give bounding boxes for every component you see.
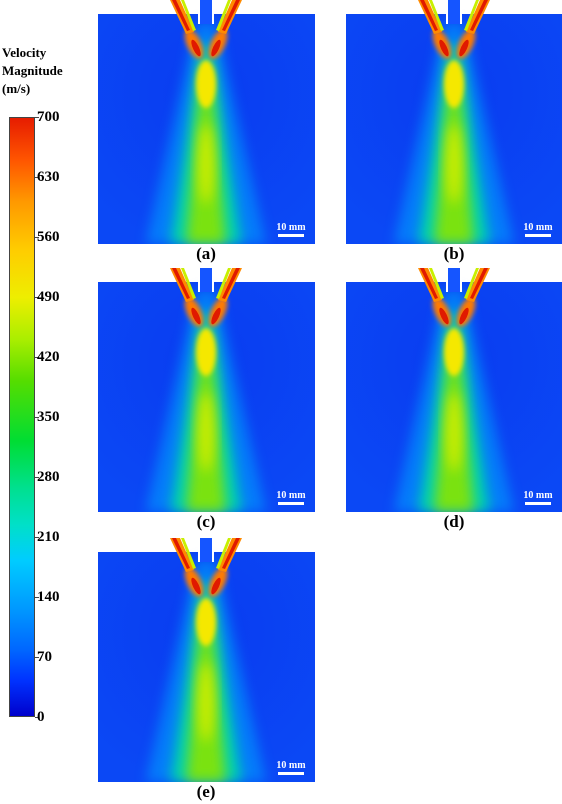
colorbar-title: Velocity Magnitude (m/s) bbox=[2, 44, 74, 98]
panel-d bbox=[346, 268, 562, 512]
colorbar-tick-mark bbox=[35, 117, 39, 118]
scale-bar-b-text: 10 mm bbox=[523, 222, 553, 233]
colorbar-tick-mark bbox=[35, 657, 39, 658]
colorbar-tick-mark bbox=[35, 357, 39, 358]
colorbar-tick-mark bbox=[35, 237, 39, 238]
scale-bar-e: 10 mm bbox=[271, 760, 311, 775]
velocity-contour-e bbox=[98, 538, 315, 782]
panel-label-c: (c) bbox=[196, 512, 216, 531]
colorbar-tick-mark bbox=[35, 537, 39, 538]
colorbar-tick-mark bbox=[35, 477, 39, 478]
panel-a bbox=[98, 0, 315, 244]
colorbar-tick-label: 350 bbox=[37, 409, 60, 425]
panel-label-d: (d) bbox=[443, 512, 465, 531]
scale-bar-d-text: 10 mm bbox=[523, 490, 553, 501]
panel-c bbox=[98, 268, 315, 512]
scale-bar-e-text: 10 mm bbox=[276, 760, 306, 771]
colorbar-tick-label: 700 bbox=[37, 109, 60, 125]
colorbar-tick-label: 210 bbox=[37, 529, 60, 545]
colorbar-title-line-1: Velocity bbox=[2, 45, 47, 60]
colorbar-gradient bbox=[9, 117, 35, 717]
scale-bar-a: 10 mm bbox=[271, 222, 311, 237]
velocity-contour-a bbox=[98, 0, 315, 244]
scale-bar-d: 10 mm bbox=[518, 490, 558, 505]
colorbar-tick-label: 280 bbox=[37, 469, 60, 485]
colorbar-tick-label: 490 bbox=[37, 289, 60, 305]
velocity-contour-b bbox=[346, 0, 562, 244]
colorbar-tick-mark bbox=[35, 597, 39, 598]
colorbar-tick-label: 420 bbox=[37, 349, 60, 365]
scale-bar-a-text: 10 mm bbox=[276, 222, 306, 233]
colorbar-tick-mark bbox=[35, 297, 39, 298]
velocity-contour-c bbox=[98, 268, 315, 512]
colorbar-tick-mark bbox=[35, 717, 39, 718]
panel-b bbox=[346, 0, 562, 244]
scale-bar-c: 10 mm bbox=[271, 490, 311, 505]
colorbar-title-line-2: Magnitude bbox=[2, 63, 63, 78]
panel-label-b: (b) bbox=[443, 244, 465, 263]
scale-bar-c-text: 10 mm bbox=[276, 490, 306, 501]
colorbar-tick-label: 560 bbox=[37, 229, 60, 245]
colorbar-tick-mark bbox=[35, 177, 39, 178]
panel-e bbox=[98, 538, 315, 782]
velocity-contour-d bbox=[346, 268, 562, 512]
panel-label-e: (e) bbox=[196, 782, 216, 801]
colorbar-title-line-3: (m/s) bbox=[2, 81, 31, 96]
colorbar-tick-label: 630 bbox=[37, 169, 60, 185]
scale-bar-b: 10 mm bbox=[518, 222, 558, 237]
panel-label-a: (a) bbox=[196, 244, 216, 263]
colorbar-tick-label: 70 bbox=[37, 649, 52, 665]
colorbar-tick-label: 0 bbox=[37, 709, 45, 725]
colorbar-tick-label: 140 bbox=[37, 589, 60, 605]
colorbar-tick-mark bbox=[35, 417, 39, 418]
